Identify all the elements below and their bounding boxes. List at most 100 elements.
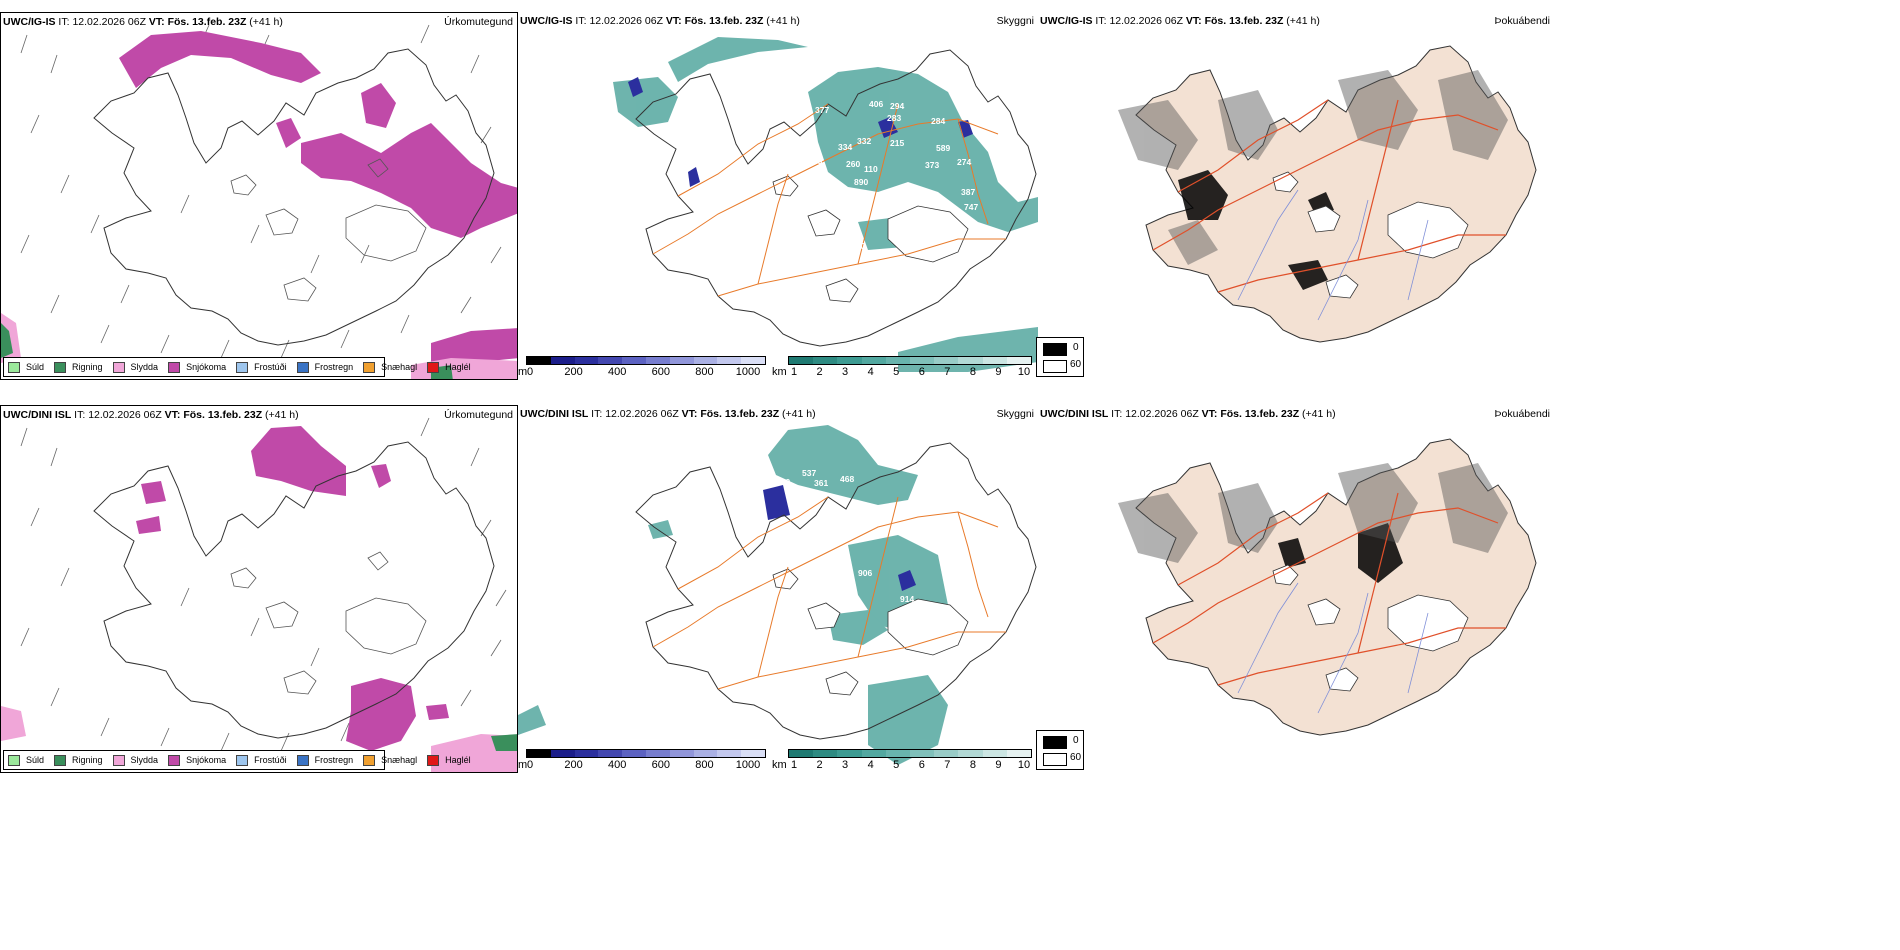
legend-swatch: [112, 361, 125, 373]
legend-swatch: [54, 754, 67, 766]
colorbar-cell: [958, 357, 983, 364]
colorbar-tick: 200: [564, 759, 583, 771]
legend-label: Slydda: [130, 755, 159, 765]
rivers: [1237, 582, 1429, 714]
colorbar-cell: [910, 357, 935, 364]
panel-header: UWC/DINI ISL IT: 12.02.2026 06Z VT: Fös.…: [1040, 408, 1336, 420]
precip-legend: Súld Rigning Slydda Snjókoma Frostúði Frostre…: [3, 750, 471, 770]
ceiling-value-label: 475: [808, 156, 822, 166]
panel-header: UWC/DINI ISL IT: 12.02.2026 06Z VT: Fös.…: [520, 408, 816, 420]
colorbar-cell: [717, 357, 742, 364]
legend-swatch: [8, 754, 20, 766]
colorbar-cell: [837, 357, 862, 364]
legend-label: Snæhagl: [381, 362, 418, 372]
row2-precip-panel: UWC/DINI ISL IT: 12.02.2026 06Z VT: Fös.…: [0, 405, 518, 773]
colorbar-tick: 4: [867, 759, 874, 771]
legend-item: Rigning: [54, 361, 103, 373]
precip-map-row2: [1, 417, 517, 772]
colorbar-strip: [526, 356, 766, 365]
legend-item: Frostregn: [296, 361, 354, 373]
colorbar-cell: [741, 750, 765, 757]
colorbar-tick: 10: [1017, 759, 1031, 771]
ceiling-value-label: 890: [854, 177, 868, 187]
colorbar-cell: [910, 750, 935, 757]
colorbar-tick: 800: [695, 366, 714, 378]
colorbar-cell: [717, 750, 742, 757]
colorbar-tick: 1: [790, 366, 798, 378]
legend-item: Slydda: [112, 361, 159, 373]
colorbar-tick: 8: [969, 366, 976, 378]
colorbar-cell: [550, 750, 575, 757]
ceiling-value-label: 166: [913, 607, 927, 617]
legend-item: Snjókoma: [168, 361, 227, 373]
colorbar-tick: 800: [695, 759, 714, 771]
colorbar-tick: 7: [944, 759, 951, 771]
colorbar-cell: [645, 357, 670, 364]
panel-title: Þokuábendi: [1494, 15, 1550, 27]
colorbar-tick: 9: [995, 759, 1002, 771]
colorbar-cell: [669, 750, 694, 757]
ceiling-value-label: 290: [776, 477, 790, 487]
colorbar-tick: 1: [790, 759, 798, 771]
legend-swatch: [236, 754, 249, 766]
colorbar-cell: [527, 750, 551, 757]
colorbar-tick: 6: [918, 759, 925, 771]
row1-visibility-panel: 377 406 294 283 284 334 332 215 589 475 260 110 373 2…: [518, 12, 1038, 380]
ceiling-value-label: 406: [869, 99, 883, 109]
fog-gray: [1118, 463, 1508, 563]
ceiling-value-label: 468: [840, 474, 854, 484]
fog-gray: [1118, 70, 1508, 265]
snow-areas: [136, 426, 449, 751]
panel-header: UWC/IG-IS IT: 12.02.2026 06Z VT: Fös. 13…: [1040, 15, 1320, 27]
colorbar-tick: 0: [526, 759, 534, 771]
ceiling-value-label: 914: [900, 594, 914, 604]
visibility-map-row1: 377 406 294 283 284 334 332 215 589 475 260 110 373 2…: [613, 37, 1038, 372]
fog-legend-label: 0: [1073, 735, 1079, 746]
colorbar-unit: km: [772, 366, 787, 378]
legend-swatch: [8, 361, 20, 373]
legend-item: Rigning: [54, 754, 103, 766]
panel-title: Úrkomutegund: [444, 16, 513, 28]
fog-map-row2: [1118, 438, 1537, 736]
ceiling-colorbar: m 0 200 400 600 800 1000: [518, 749, 768, 773]
fog-legend-swatch: [1043, 736, 1067, 749]
colorbar-strip: [526, 749, 766, 758]
fog-legend-swatch: [1043, 343, 1067, 356]
ceiling-colorbar: m 0 200 400 600 800 1000: [518, 356, 768, 380]
legend-label: Snjókoma: [186, 362, 227, 372]
ceiling-value-label: 332: [857, 136, 871, 146]
legend-item: Snæhagl: [363, 361, 418, 373]
colorbar-cell: [885, 357, 911, 364]
legend-item: Frostregn: [296, 754, 353, 766]
panel-title: Úrkomutegund: [444, 409, 513, 421]
colorbar-tick: 3: [842, 366, 849, 378]
colorbar-tick: 400: [608, 759, 627, 771]
colorbar-cell: [861, 750, 886, 757]
colorbar-cell: [789, 750, 814, 757]
legend-label: Haglél: [445, 755, 471, 765]
legend-swatch: [54, 361, 67, 373]
colorbar-unit: m: [518, 759, 528, 771]
snow-areas: [119, 31, 517, 363]
panel-title: Skyggni: [996, 15, 1034, 27]
precip-map-row1: [1, 24, 517, 379]
colorbar-cell: [837, 750, 862, 757]
legend-label: Frostregn: [314, 362, 354, 372]
legend-label: Frostúði: [254, 362, 287, 372]
colorbar-tick: 0: [526, 366, 534, 378]
colorbar-tick: 600: [651, 366, 670, 378]
colorbar-tick: 7: [944, 366, 951, 378]
colorbar-tick: 3: [842, 759, 849, 771]
colorbar-cell: [982, 750, 1007, 757]
roads: [652, 496, 1006, 690]
legend-item: Haglél: [427, 754, 471, 766]
ceiling-value-label: 260: [846, 159, 860, 169]
legend-label: Slydda: [130, 362, 159, 372]
colorbar-cell: [550, 357, 575, 364]
legend-item: Frostúði: [236, 754, 287, 766]
row1-fog-panel: UWC/IG-IS IT: 12.02.2026 06Z VT: Fös. 13…: [1038, 12, 1554, 380]
fog-legend-swatch: [1043, 360, 1067, 373]
precip-legend: Súld Rigning Slydda Snjókoma Frostúði Frostre…: [3, 357, 471, 377]
